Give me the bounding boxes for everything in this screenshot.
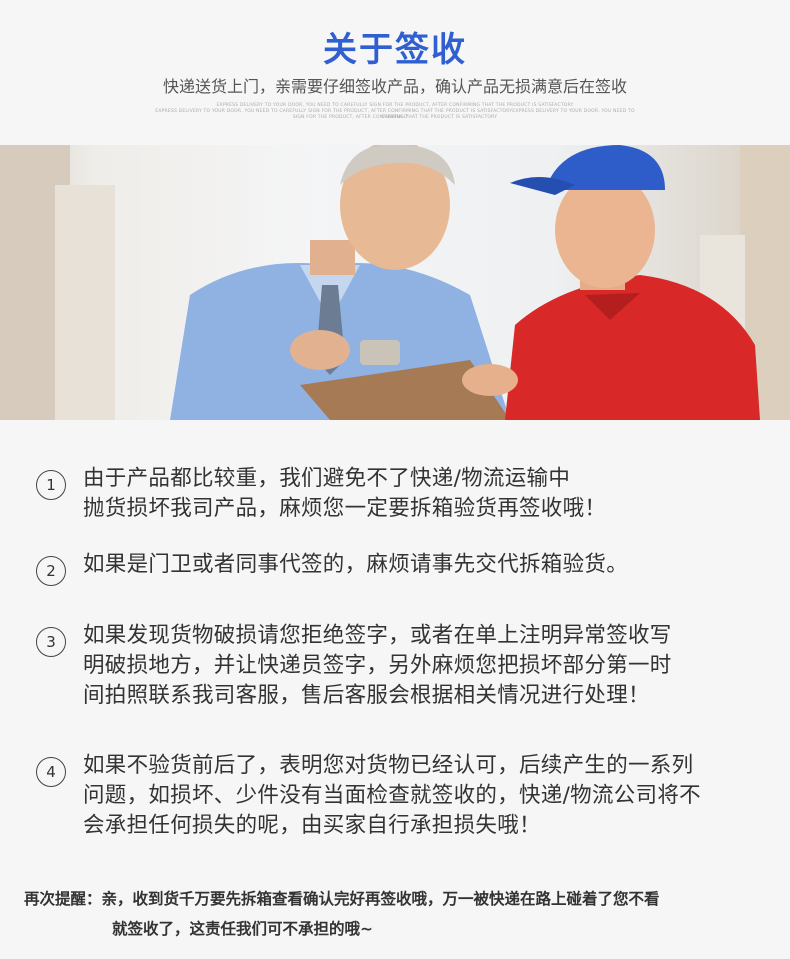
item-number: 2 [36, 556, 66, 586]
item-text: 如果是门卫或者同事代签的，麻烦请事先交代拆箱验货。 [83, 550, 778, 580]
reminder-line: 再次提醒：亲，收到货千万要先拆箱查看确认完好再签收哦，万一被快递在路上碰着了您不… [24, 890, 660, 908]
item-line: 明破损地方，并让快递员签字，另外麻烦您把损坏部分第一时 [83, 653, 672, 678]
item-text: 如果发现货物破损请您拒绝签字，或者在单上注明异常签收写 明破损地方，并让快递员签… [83, 621, 778, 711]
reminder-note: 再次提醒：亲，收到货千万要先拆箱查看确认完好再签收哦，万一被快递在路上碰着了您不… [0, 884, 790, 944]
page-subtitle: 快递送货上门，亲需要仔细签收产品，确认产品无损满意后在签收 [162, 77, 627, 96]
english-caption-line: EXPRESS DELIVERY TO YOUR DOOR, YOU NEED … [155, 109, 635, 120]
page-title: 关于签收 [323, 30, 467, 70]
item-line: 抛货损坏我司产品，麻烦您一定要拆箱验货再签收哦！ [83, 496, 607, 521]
reminder-line: 就签收了，这责任我们可不承担的哦~ [112, 920, 373, 938]
item-line: 如果是门卫或者同事代签的，麻烦请事先交代拆箱验货。 [83, 552, 629, 577]
item-line: 会承担任何损失的呢，由买家自行承担损失哦！ [83, 813, 541, 838]
item-line: 如果不验货前后了，表明您对货物已经认可，后续产生的一系列 [83, 753, 694, 778]
item-line: 由于产品都比较重，我们避免不了快递/物流运输中 [83, 466, 571, 491]
item-line: 间拍照联系我司客服，售后客服会根据相关情况进行处理！ [83, 683, 650, 708]
item-number: 4 [36, 757, 66, 787]
item-number: 3 [36, 627, 66, 657]
english-caption-line: SIGN FOR THE PRODUCT, AFTER CONFIRMING T… [292, 115, 498, 120]
header: 关于签收 快递送货上门，亲需要仔细签收产品，确认产品无损满意后在签收 EXPRE… [0, 0, 790, 145]
delivery-photo [0, 145, 790, 420]
english-caption-line: EXPRESS DELIVERY TO YOUR DOOR, YOU NEED … [216, 103, 574, 108]
delivery-illustration [0, 145, 790, 420]
item-line: 如果发现货物破损请您拒绝签字，或者在单上注明异常签收写 [83, 623, 672, 648]
item-number: 1 [36, 470, 66, 500]
item-line: 问题，如损坏、少件没有当面检查就签收的，快递/物流公司将不 [83, 783, 701, 808]
item-text: 如果不验货前后了，表明您对货物已经认可，后续产生的一系列 问题，如损坏、少件没有… [83, 751, 778, 841]
item-text: 由于产品都比较重，我们避免不了快递/物流运输中 抛货损坏我司产品，麻烦您一定要拆… [83, 464, 778, 524]
